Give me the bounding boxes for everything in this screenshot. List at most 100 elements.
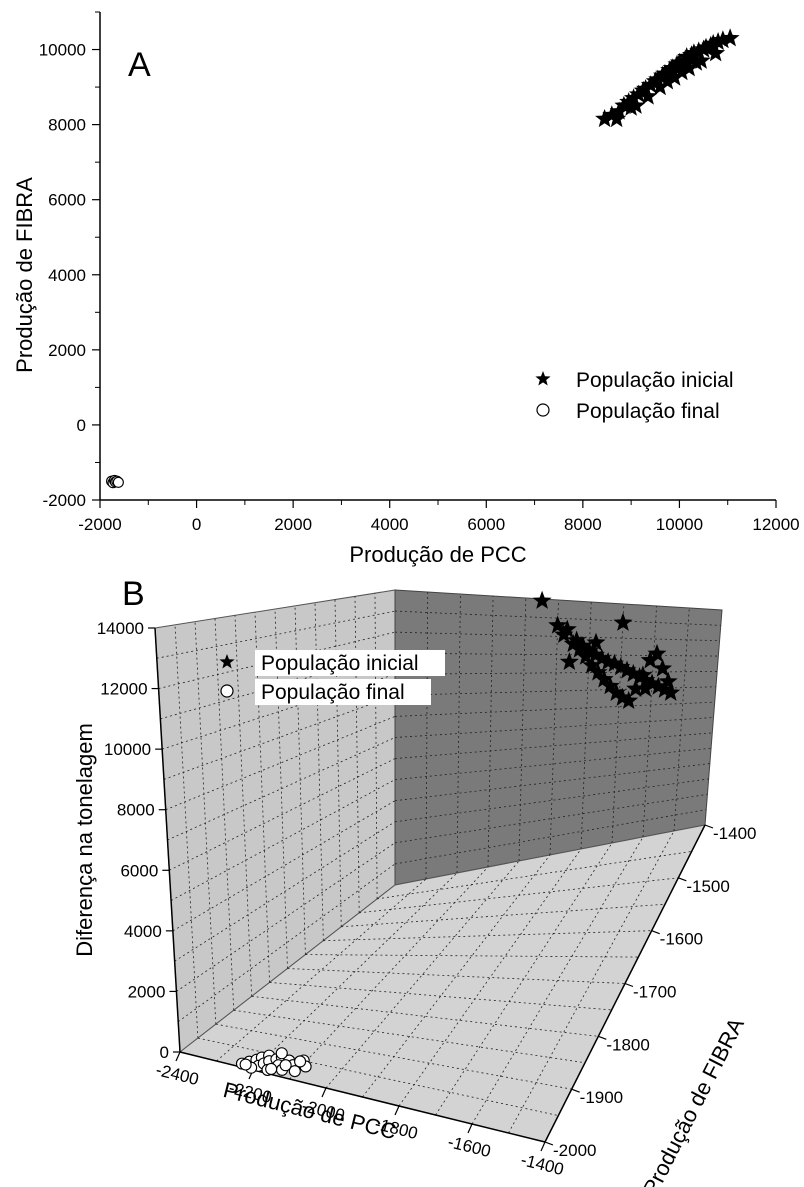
b-y-tick-label: -1700 (633, 983, 676, 1002)
a-x-tick-label: 8000 (564, 515, 602, 534)
grid-line (233, 1009, 586, 1064)
b-star-point (613, 612, 633, 631)
b-star-point (612, 687, 632, 706)
a-star-point (595, 109, 615, 128)
b-star-point (653, 658, 673, 677)
a-star-point (713, 30, 733, 49)
b-z-tick-label: 4000 (124, 922, 162, 941)
b-star-point (548, 615, 568, 634)
a-star-point (689, 41, 709, 60)
b-star-point (647, 643, 667, 662)
b-z-tick-label: 0 (160, 1043, 169, 1062)
b-star-point (640, 650, 660, 669)
b-circle-point (288, 1065, 301, 1078)
legend-star-marker (535, 371, 551, 386)
panel-b-grid (156, 591, 721, 1134)
grid-line (174, 821, 396, 962)
a-star-point (624, 88, 644, 107)
grid-line (156, 610, 396, 659)
grid-line (251, 995, 599, 1037)
b-star-point (619, 690, 639, 709)
a-star-point (638, 86, 658, 105)
a-x-tick-label: 2000 (274, 515, 312, 534)
a-star-point (696, 37, 716, 56)
panel-a-y-ticks: -2000 0 2000 4000 6000 8000 10000 (39, 11, 100, 510)
b-circle-point (265, 1062, 278, 1076)
a-y-tick-label: 2000 (48, 341, 86, 360)
grid-line (269, 982, 612, 1011)
panel-b-chart: B 0 2000 4000 6000 8000 10000 12000 14000 -2400… (72, 575, 756, 1187)
b-y-tick-mark (704, 824, 714, 829)
a-y-tick-label: 0 (77, 416, 86, 435)
b-z-tick-label: 2000 (128, 982, 166, 1001)
a-star-point (657, 71, 677, 90)
panel-a-y-label: Produção de FIBRA (12, 177, 37, 373)
a-star-point (602, 105, 622, 124)
a-star-point (648, 69, 668, 88)
b-circle-point (294, 1055, 307, 1068)
b-y-tick-mark (678, 877, 687, 882)
a-x-tick-label: 0 (192, 515, 201, 534)
b-z-tick-label: 10000 (104, 740, 151, 759)
grid-line (377, 851, 692, 900)
b-y-tick-label: -1900 (580, 1088, 623, 1107)
a-star-point (621, 97, 641, 116)
panel-a-letter: A (128, 46, 151, 84)
a-star-point (665, 67, 685, 86)
b-star-point (623, 663, 643, 682)
b-y-tick-mark (571, 1088, 580, 1093)
b-x-tick-mark (540, 1141, 546, 1152)
b-y-tick-mark (651, 930, 660, 935)
legend-star-marker (219, 654, 235, 669)
a-y-tick-label: 10000 (39, 41, 86, 60)
a-star-point (650, 77, 670, 96)
b-y-tick-label: -2000 (553, 1141, 596, 1160)
legend-star-shape (535, 371, 551, 386)
grid-line (394, 671, 718, 675)
grid-line (508, 830, 675, 1134)
b-star-point (554, 624, 574, 643)
grid-line (518, 597, 527, 862)
b-star-point (600, 676, 620, 695)
grid-line (214, 618, 235, 1011)
a-x-tick-label: 12000 (752, 515, 799, 534)
panel-b-points (235, 590, 681, 1078)
b-star-point (532, 590, 552, 609)
b-star-point (586, 645, 605, 664)
grid-line (394, 686, 716, 696)
panel-a-x-ticks: -2000 0 2000 4000 6000 8000 10000 12000 (78, 500, 800, 534)
grid-line (394, 732, 713, 759)
panel-a-legend-initial: População inicial (576, 369, 734, 392)
a-y-tick-label: 6000 (48, 191, 86, 210)
a-star-point (655, 63, 675, 82)
panel-a-legend: População inicial População final (535, 369, 734, 423)
b-x-tick-mark (394, 1105, 400, 1116)
b-circle-point (239, 1058, 252, 1071)
a-x-tick-label: 10000 (656, 515, 703, 534)
b-star-point (594, 669, 614, 688)
b-y-tick-label: -1800 (606, 1035, 649, 1054)
a-star-point (607, 109, 627, 128)
a-star-point (706, 43, 726, 62)
b-star-point (567, 630, 587, 649)
grid-line (394, 717, 714, 738)
b-y-tick-label: -1500 (686, 877, 729, 896)
b-star-point (570, 639, 589, 658)
b-z-tick-label: 6000 (120, 861, 158, 880)
b-star-point (611, 657, 631, 676)
legend-star-shape (219, 654, 235, 669)
a-star-point (636, 79, 656, 97)
b-star-point (648, 676, 668, 695)
grid-line (163, 694, 396, 780)
grid-line (165, 716, 396, 811)
b-star-point (586, 632, 606, 651)
panel-a-chart: -2000 0 2000 4000 6000 8000 10000 12000 -2000 0 2… (12, 11, 800, 567)
a-star-point (677, 47, 697, 66)
b-x-tick-label: -1600 (446, 1132, 493, 1161)
a-star-point (669, 52, 689, 71)
grid-line (394, 610, 721, 626)
grid-line (197, 1037, 559, 1116)
grid-line (435, 842, 613, 1116)
legend-box-final (255, 679, 431, 705)
a-y-tick-label: -2000 (43, 491, 86, 510)
